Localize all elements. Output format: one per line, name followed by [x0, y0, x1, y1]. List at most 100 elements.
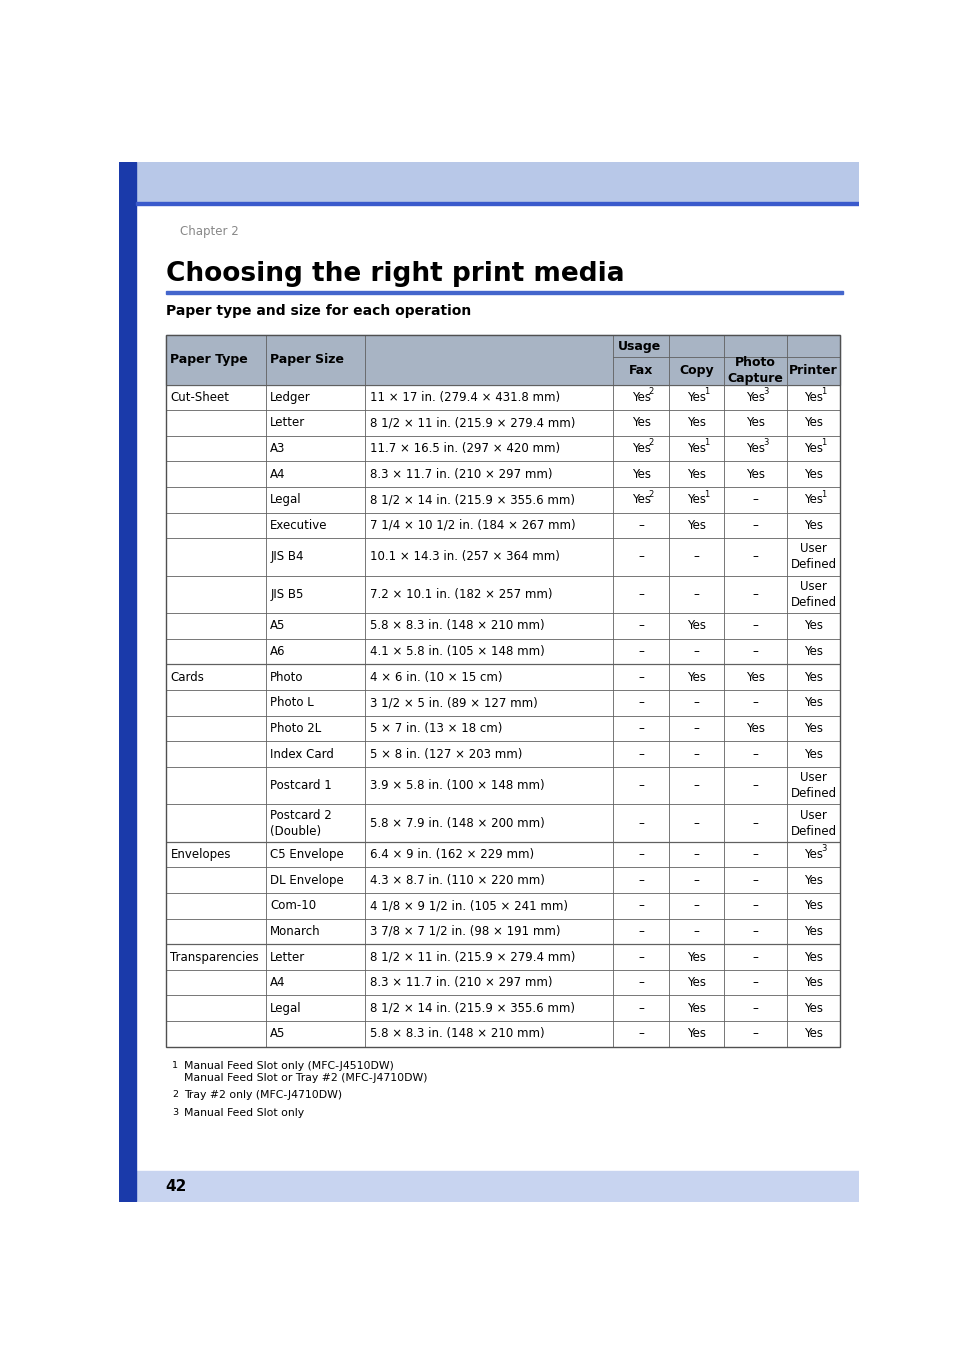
Text: A4: A4: [270, 976, 285, 990]
Text: Yes: Yes: [686, 671, 705, 683]
Text: –: –: [752, 779, 758, 792]
Text: Yes: Yes: [745, 392, 764, 404]
Text: Yes: Yes: [631, 493, 650, 506]
Text: –: –: [638, 645, 643, 657]
Text: 3: 3: [821, 845, 826, 853]
Text: Yes: Yes: [803, 493, 822, 506]
Text: –: –: [638, 925, 643, 938]
Bar: [166, 335, 840, 385]
Text: Legal: Legal: [270, 493, 301, 506]
Text: Yes: Yes: [803, 722, 822, 734]
Text: Choosing the right print media: Choosing the right print media: [166, 261, 623, 286]
Text: Yes: Yes: [685, 441, 704, 455]
Text: Yes: Yes: [631, 441, 650, 455]
Bar: [135, 202, 858, 205]
Text: Yes: Yes: [686, 467, 705, 481]
Text: –: –: [638, 587, 643, 601]
Text: Cards: Cards: [171, 671, 204, 683]
Text: –: –: [693, 645, 699, 657]
Text: –: –: [752, 620, 758, 632]
Text: –: –: [752, 551, 758, 563]
Text: Yes: Yes: [631, 467, 650, 481]
Text: Yes: Yes: [630, 392, 649, 404]
Text: –: –: [638, 671, 643, 683]
Text: Yes: Yes: [803, 950, 822, 964]
Text: A3: A3: [270, 441, 285, 455]
Text: 8.3 × 11.7 in. (210 × 297 mm): 8.3 × 11.7 in. (210 × 297 mm): [370, 467, 552, 481]
Text: –: –: [752, 1027, 758, 1041]
Text: 4.3 × 8.7 in. (110 × 220 mm): 4.3 × 8.7 in. (110 × 220 mm): [370, 873, 544, 887]
Text: Yes: Yes: [686, 620, 705, 632]
Text: Index Card: Index Card: [270, 748, 334, 760]
Text: Yes: Yes: [802, 392, 821, 404]
Text: Yes: Yes: [631, 392, 650, 404]
Text: –: –: [752, 697, 758, 709]
Text: –: –: [752, 873, 758, 887]
Text: Yes: Yes: [686, 950, 705, 964]
Text: Yes: Yes: [803, 518, 822, 532]
Text: A6: A6: [270, 645, 285, 657]
Text: Yes: Yes: [803, 925, 822, 938]
Text: User
Defined: User Defined: [790, 580, 836, 609]
Text: –: –: [638, 873, 643, 887]
Text: 42: 42: [166, 1179, 187, 1193]
Text: 6.4 × 9 in. (162 × 229 mm): 6.4 × 9 in. (162 × 229 mm): [370, 848, 534, 861]
Text: –: –: [638, 551, 643, 563]
Text: Yes: Yes: [803, 899, 822, 913]
Text: 4 × 6 in. (10 × 15 cm): 4 × 6 in. (10 × 15 cm): [370, 671, 502, 683]
Text: Com-10: Com-10: [270, 899, 316, 913]
Text: 11 × 17 in. (279.4 × 431.8 mm): 11 × 17 in. (279.4 × 431.8 mm): [370, 392, 559, 404]
Text: 5.8 × 7.9 in. (148 × 200 mm): 5.8 × 7.9 in. (148 × 200 mm): [370, 817, 544, 829]
Text: –: –: [752, 748, 758, 760]
Text: User
Defined: User Defined: [790, 771, 836, 801]
Text: Yes: Yes: [745, 467, 764, 481]
Text: Yes: Yes: [630, 441, 649, 455]
Text: 1: 1: [821, 387, 826, 396]
Text: 8 1/2 × 11 in. (215.9 × 279.4 mm): 8 1/2 × 11 in. (215.9 × 279.4 mm): [370, 950, 575, 964]
Text: –: –: [693, 748, 699, 760]
Text: –: –: [638, 950, 643, 964]
Bar: [119, 162, 135, 1202]
Text: JIS B5: JIS B5: [270, 587, 303, 601]
Text: –: –: [638, 848, 643, 861]
Text: –: –: [752, 976, 758, 990]
Text: Yes: Yes: [803, 441, 822, 455]
Text: Photo 2L: Photo 2L: [270, 722, 321, 734]
Text: 1: 1: [821, 439, 826, 447]
Text: –: –: [638, 697, 643, 709]
Text: Yes: Yes: [631, 416, 650, 429]
Text: –: –: [693, 779, 699, 792]
Text: Yes: Yes: [686, 518, 705, 532]
Text: 8.3 × 11.7 in. (210 × 297 mm): 8.3 × 11.7 in. (210 × 297 mm): [370, 976, 552, 990]
Text: Yes: Yes: [745, 671, 764, 683]
Text: Yes: Yes: [803, 467, 822, 481]
Text: 2: 2: [648, 387, 654, 396]
Text: 11.7 × 16.5 in. (297 × 420 mm): 11.7 × 16.5 in. (297 × 420 mm): [370, 441, 559, 455]
Text: Photo
Capture: Photo Capture: [727, 356, 782, 385]
Text: Manual Feed Slot only: Manual Feed Slot only: [184, 1108, 304, 1118]
Text: –: –: [638, 899, 643, 913]
Text: Yes: Yes: [803, 1027, 822, 1041]
Text: Executive: Executive: [270, 518, 327, 532]
Text: 10.1 × 14.3 in. (257 × 364 mm): 10.1 × 14.3 in. (257 × 364 mm): [370, 551, 559, 563]
Text: 2: 2: [172, 1089, 178, 1099]
Text: Yes: Yes: [745, 722, 764, 734]
Text: 8 1/2 × 14 in. (215.9 × 355.6 mm): 8 1/2 × 14 in. (215.9 × 355.6 mm): [370, 1002, 575, 1015]
Text: Photo: Photo: [270, 671, 303, 683]
Text: 3: 3: [172, 1108, 178, 1118]
Text: 3: 3: [762, 387, 768, 396]
Text: –: –: [693, 873, 699, 887]
Text: –: –: [638, 817, 643, 829]
Text: 2: 2: [648, 490, 654, 498]
Text: Copy: Copy: [679, 364, 713, 377]
Text: Yes: Yes: [686, 416, 705, 429]
Text: Photo L: Photo L: [270, 697, 314, 709]
Text: 8 1/2 × 11 in. (215.9 × 279.4 mm): 8 1/2 × 11 in. (215.9 × 279.4 mm): [370, 416, 575, 429]
Text: –: –: [638, 620, 643, 632]
Text: Yes: Yes: [744, 441, 763, 455]
Text: 3 1/2 × 5 in. (89 × 127 mm): 3 1/2 × 5 in. (89 × 127 mm): [370, 697, 537, 709]
Text: User
Defined: User Defined: [790, 543, 836, 571]
Text: Yes: Yes: [803, 1002, 822, 1015]
Text: 3.9 × 5.8 in. (100 × 148 mm): 3.9 × 5.8 in. (100 × 148 mm): [370, 779, 544, 792]
Text: –: –: [752, 899, 758, 913]
